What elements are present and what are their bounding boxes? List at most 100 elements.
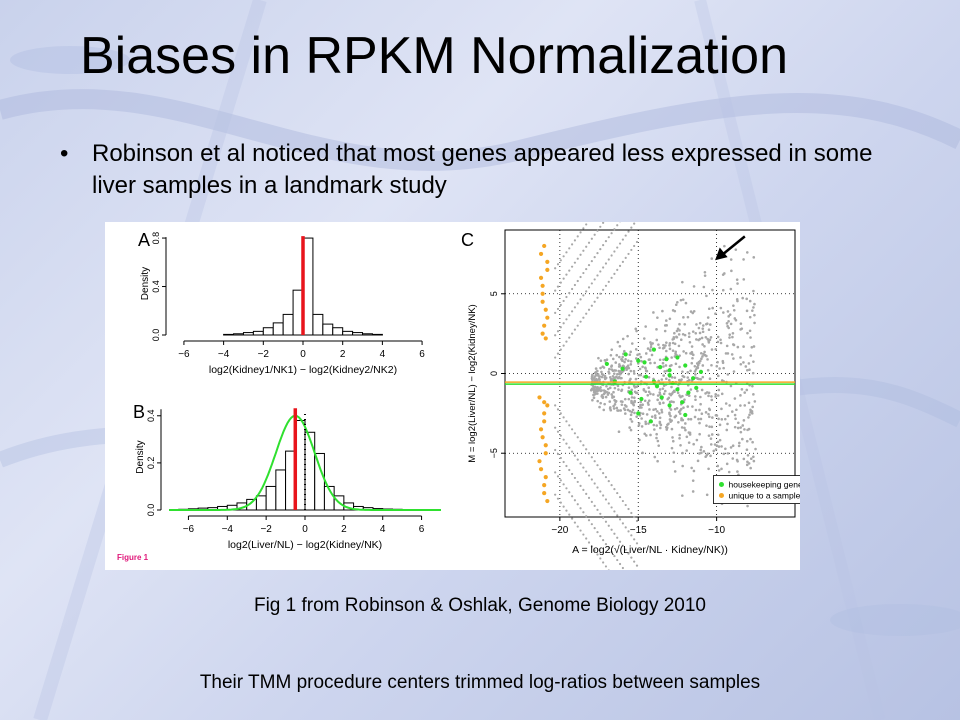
background-gene-point: [745, 309, 749, 313]
diagonal-streak-point: [559, 479, 562, 482]
background-gene-point: [594, 367, 598, 370]
diagonal-streak-point: [618, 562, 622, 566]
series-point-green: [604, 361, 609, 367]
diagonal-streak-point: [573, 476, 577, 480]
background-gene-point: [729, 446, 733, 449]
background-gene-point: [721, 273, 725, 276]
background-gene-point: [695, 338, 698, 341]
background-gene-point: [664, 364, 668, 367]
background-gene-point: [703, 274, 707, 277]
background-gene-point: [640, 417, 643, 420]
background-gene-point: [645, 434, 648, 437]
diagonal-streak-point: [613, 250, 616, 253]
x-tick-label: 0: [300, 349, 306, 360]
background-gene-point: [715, 364, 719, 368]
diagonal-streak-point: [573, 521, 577, 524]
background-gene-point: [671, 341, 675, 345]
background-gene-point: [720, 392, 724, 396]
diagonal-streak-point: [613, 228, 616, 231]
background-gene-point: [710, 425, 714, 429]
diagonal-streak-point: [565, 420, 568, 423]
diagonal-streak-point: [582, 488, 585, 491]
background-gene-point: [693, 415, 697, 419]
background-gene-point: [684, 422, 687, 425]
background-gene-point: [592, 387, 596, 391]
background-gene-point: [720, 467, 723, 471]
series-point-green: [667, 372, 672, 378]
diagonal-streak-point: [582, 249, 585, 252]
background-gene-point: [600, 389, 603, 392]
background-gene-point: [727, 320, 730, 323]
background-gene-point: [654, 407, 657, 411]
background-gene-point: [724, 402, 728, 405]
background-gene-point: [686, 376, 690, 379]
diagonal-streak-point: [630, 556, 633, 559]
annotation-arrow-shaft: [720, 235, 746, 257]
background-gene-point: [617, 430, 621, 434]
diagonal-streak-point: [573, 499, 577, 502]
background-gene-point: [708, 408, 712, 412]
series-point-green: [686, 390, 691, 395]
background-gene-point: [630, 342, 634, 345]
background-gene-point: [652, 408, 655, 412]
background-gene-point: [611, 357, 615, 361]
background-gene-point: [691, 311, 695, 315]
background-gene-point: [652, 393, 655, 396]
background-gene-point: [623, 408, 627, 412]
diagonal-streak-point: [570, 287, 574, 291]
histogram-bar: [314, 452, 325, 511]
diagonal-streak-point: [562, 255, 565, 258]
background-gene-point: [620, 403, 624, 406]
diagonal-streak-point: [607, 546, 610, 550]
background-gene-point: [726, 414, 730, 418]
background-gene-point: [697, 417, 700, 421]
histogram-bar: [255, 495, 267, 511]
diagonal-streak-point: [602, 244, 605, 247]
series-point-orange: [542, 323, 547, 328]
background-gene-point: [671, 338, 675, 341]
background-gene-point: [748, 329, 752, 333]
background-gene-point: [746, 368, 749, 372]
legend-swatch-green: [718, 482, 724, 488]
background-gene-point: [614, 361, 618, 364]
diagonal-streak-point: [599, 512, 602, 515]
background-gene-point: [671, 349, 675, 352]
background-gene-point: [655, 424, 659, 427]
background-gene-point: [665, 426, 669, 430]
diagonal-streak-point: [618, 540, 622, 543]
background-gene-point: [753, 302, 756, 306]
background-gene-point: [752, 289, 755, 293]
background-gene-point: [746, 460, 749, 464]
background-gene-point: [653, 361, 656, 365]
background-gene-point: [687, 441, 691, 444]
background-gene-point: [710, 433, 714, 436]
background-gene-point: [672, 460, 676, 464]
diagonal-streak-point: [576, 458, 579, 461]
background-gene-point: [745, 251, 749, 254]
background-gene-point: [749, 437, 752, 441]
background-gene-point: [640, 406, 643, 409]
series-point-orange: [545, 403, 550, 408]
background-gene-point: [641, 403, 644, 407]
background-gene-point: [741, 296, 744, 300]
background-gene-point: [605, 384, 608, 388]
diagonal-streak-point: [616, 558, 619, 562]
background-gene-point: [685, 449, 689, 452]
diagonal-streak-point: [562, 460, 565, 464]
background-gene-point: [737, 444, 741, 448]
background-gene-point: [745, 448, 749, 452]
background-gene-point: [720, 445, 723, 448]
background-gene-point: [751, 384, 754, 388]
background-gene-point: [668, 317, 672, 321]
background-gene-point: [722, 311, 725, 314]
background-gene-point: [613, 369, 616, 372]
background-gene-point: [716, 374, 720, 378]
background-gene-point: [681, 451, 684, 455]
bullet-text: Robinson et al noticed that most genes a…: [92, 140, 873, 199]
background-gene-point: [656, 410, 659, 413]
background-gene-point: [726, 352, 730, 355]
background-gene-point: [716, 360, 719, 364]
background-gene-point: [711, 306, 715, 310]
diagonal-streak-point: [613, 272, 616, 275]
background-gene-point: [748, 315, 752, 319]
